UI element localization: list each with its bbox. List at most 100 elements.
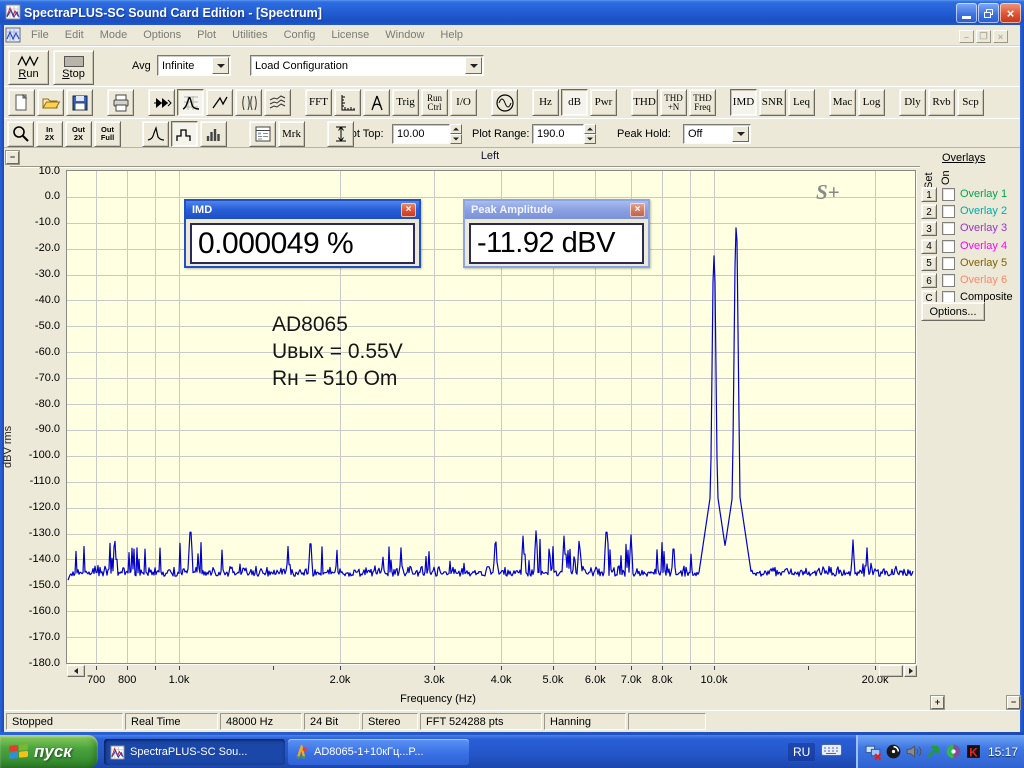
fast-forward-button[interactable]: [148, 89, 175, 116]
units-hz-button[interactable]: Hz: [532, 89, 559, 116]
peak-hold-select[interactable]: Off: [683, 124, 751, 144]
leq-button[interactable]: Leq: [788, 89, 815, 116]
menu-file[interactable]: File: [31, 29, 49, 41]
vertical-range-button[interactable]: [327, 121, 354, 147]
plot-range-input[interactable]: 190.0: [532, 124, 584, 144]
plot-style-step-button[interactable]: [171, 121, 198, 147]
run-button[interactable]: Run: [8, 50, 49, 85]
overlay-on-checkbox-5[interactable]: [942, 256, 955, 270]
units-db-button[interactable]: dB: [561, 89, 588, 116]
close-button[interactable]: ×: [1000, 3, 1021, 23]
scroll-right-button[interactable]: [904, 665, 917, 677]
imd-meter-titlebar[interactable]: IMD ×: [186, 201, 419, 219]
spectrum-plot-button[interactable]: [177, 89, 204, 116]
plot-style-peak-button[interactable]: [142, 121, 169, 147]
overlay-set-button-4[interactable]: 4: [921, 238, 937, 254]
peak-meter-titlebar[interactable]: Peak Amplitude ×: [465, 201, 648, 219]
scroll-left-button[interactable]: [67, 665, 85, 677]
firewall-icon[interactable]: [945, 743, 962, 760]
macro-button[interactable]: Mac: [829, 89, 856, 116]
display-options-button[interactable]: [249, 121, 276, 147]
print-button[interactable]: [107, 89, 134, 116]
overlay-set-button-6[interactable]: 6: [921, 273, 937, 288]
overlay-on-checkbox-4[interactable]: [942, 239, 955, 253]
scope-button[interactable]: Scp: [957, 89, 984, 116]
markers-button[interactable]: Mrk: [278, 121, 305, 147]
stop-button[interactable]: Stop: [53, 50, 94, 85]
imd-meter-window[interactable]: IMD × 0.000049 %: [184, 199, 421, 268]
menu-config[interactable]: Config: [283, 29, 316, 41]
reverb-button[interactable]: Rvb: [928, 89, 955, 116]
logging-button[interactable]: Log: [858, 89, 885, 116]
spin-up-icon[interactable]: [450, 124, 462, 134]
signal-generator-button[interactable]: [491, 89, 518, 116]
keyboard-icon[interactable]: [821, 743, 843, 760]
overlay-set-button-1[interactable]: 1: [921, 187, 937, 202]
snr-button[interactable]: SNR: [759, 89, 786, 116]
new-file-button[interactable]: [8, 89, 35, 116]
plot-top-spinner[interactable]: [450, 124, 462, 144]
privacy-guard-icon[interactable]: [885, 743, 902, 760]
time-series-plot-button[interactable]: [206, 89, 233, 116]
menu-license[interactable]: License: [331, 29, 370, 41]
download-manager-icon[interactable]: [925, 743, 942, 760]
overlay-on-checkbox-2[interactable]: [942, 205, 955, 219]
mdi-close-button[interactable]: ×: [993, 30, 1008, 43]
plot-style-bars-button[interactable]: [200, 121, 227, 147]
start-button[interactable]: пуск: [0, 735, 98, 768]
avg-dropdown-arrow[interactable]: [212, 57, 229, 74]
zoom-tool-button[interactable]: [7, 121, 34, 147]
spin-down-icon[interactable]: [450, 134, 462, 144]
avg-select[interactable]: Infinite: [157, 55, 231, 76]
surface-plot-button[interactable]: [264, 89, 291, 116]
menu-utilities[interactable]: Utilities: [232, 29, 268, 41]
plot-top-input[interactable]: 10.00: [392, 124, 450, 144]
config-dropdown-arrow[interactable]: [465, 57, 482, 74]
peak-close-button[interactable]: ×: [630, 203, 645, 217]
io-device-button[interactable]: I/O: [450, 89, 477, 116]
menu-window[interactable]: Window: [385, 29, 425, 41]
minimize-button[interactable]: [956, 3, 977, 23]
overlay-set-button-2[interactable]: 2: [921, 204, 937, 220]
spin-down-icon[interactable]: [584, 134, 596, 144]
expand-x-button[interactable]: +: [931, 696, 944, 709]
thd-plus-n-button[interactable]: THD +N: [660, 89, 687, 116]
open-file-button[interactable]: [37, 89, 64, 116]
menu-options[interactable]: Options: [143, 29, 182, 41]
plot-range-spinner[interactable]: [584, 124, 596, 144]
volume-icon[interactable]: [905, 743, 922, 760]
peak-hold-dropdown-arrow[interactable]: [732, 126, 749, 142]
overlay-on-checkbox-6[interactable]: [942, 274, 955, 287]
zoom-in-2x-button[interactable]: In 2X: [36, 121, 63, 147]
overlay-on-checkbox-1[interactable]: [942, 188, 955, 201]
collapse-left-button[interactable]: −: [6, 151, 19, 164]
menu-edit[interactable]: Edit: [64, 29, 84, 41]
peak-meter-window[interactable]: Peak Amplitude × -11.92 dBV: [463, 199, 650, 268]
overlay-on-checkbox-3[interactable]: [942, 222, 955, 236]
network-offline-icon[interactable]: [865, 743, 882, 761]
trigger-button[interactable]: Trig: [392, 89, 419, 116]
menu-help[interactable]: Help: [440, 29, 464, 41]
units-power-button[interactable]: Pwr: [590, 89, 617, 116]
spin-up-icon[interactable]: [584, 124, 596, 134]
mdi-restore-button[interactable]: ❐: [976, 30, 991, 43]
calibration-button[interactable]: [363, 89, 390, 116]
zoom-out-2x-button[interactable]: Out 2X: [65, 121, 92, 147]
config-select[interactable]: Load Configuration: [250, 55, 484, 76]
scroll-thumb[interactable]: [879, 665, 903, 677]
save-file-button[interactable]: [66, 89, 93, 116]
overlay-options-button[interactable]: Options...: [921, 302, 985, 321]
language-indicator[interactable]: RU: [788, 742, 816, 761]
spectrogram-plot-button[interactable]: [235, 89, 262, 116]
imd-close-button[interactable]: ×: [401, 203, 416, 217]
fft-settings-button[interactable]: FFT: [305, 89, 332, 116]
delay-button[interactable]: Dly: [899, 89, 926, 116]
menu-mode[interactable]: Mode: [99, 29, 128, 41]
run-control-button[interactable]: Run Ctrl: [421, 89, 448, 116]
mdi-minimize-button[interactable]: –: [959, 30, 974, 43]
restore-button[interactable]: [978, 3, 999, 23]
overlay-set-button-5[interactable]: 5: [921, 255, 937, 271]
collapse-x-button[interactable]: −: [1007, 696, 1020, 709]
thd-button[interactable]: THD: [631, 89, 658, 116]
taskbar-task-2[interactable]: AD8065-1+10кГц...P...: [288, 739, 469, 765]
